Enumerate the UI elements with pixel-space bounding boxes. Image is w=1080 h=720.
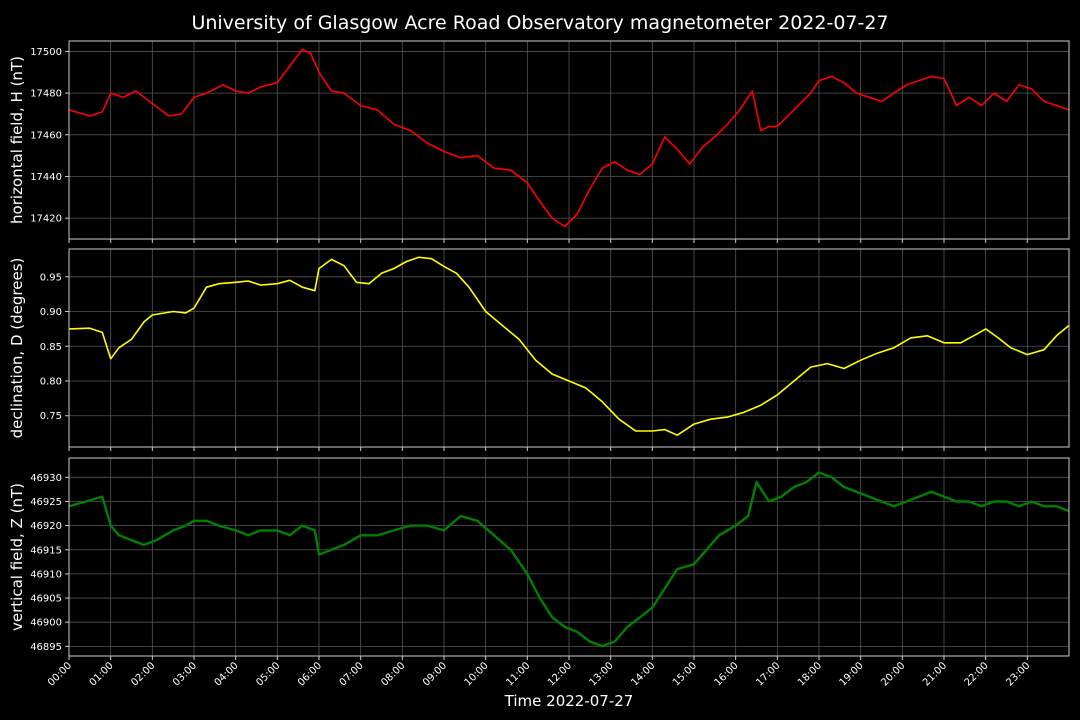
series-line [68,48,1070,228]
x-tick-label: 10:00 [463,660,491,688]
x-tick-label: 23:00 [1004,660,1032,688]
x-axis-ticks: 00:00 01:00 02:00 03:00 04:00 05:00 06:00 07:00… [46,660,1032,688]
y-tick-label: 46900 [30,618,62,629]
series-line [68,471,1070,648]
x-tick-label: 02:00 [129,660,157,688]
y-tick-label: 46925 [30,497,62,508]
y-tick-label: 17420 [30,214,62,225]
y-axis-label: declination, D (degrees) [8,258,26,439]
panel-2: 0.75 0.80 0.85 0.90 0.95 declination, D (degr… [8,248,1070,451]
x-tick-label: 05:00 [254,660,282,688]
x-tick-label: 21:00 [921,660,949,688]
y-tick-label: 0.90 [40,307,62,318]
y-tick-label: 46905 [30,594,62,605]
x-tick-label: 03:00 [171,660,199,688]
y-tick-label: 17500 [30,47,62,58]
x-tick-label: 19:00 [838,660,866,688]
y-tick-label: 46920 [30,521,62,532]
y-tick-label: 46910 [30,569,62,580]
x-tick-label: 00:00 [46,660,74,688]
y-tick-label: 17440 [30,172,62,183]
x-tick-label: 17:00 [754,660,782,688]
series-line [68,256,1070,436]
y-tick-label: 17460 [30,130,62,141]
x-tick-label: 09:00 [421,660,449,688]
x-tick-label: 14:00 [629,660,657,688]
plot-frame [68,248,1070,448]
y-tick-label: 17480 [30,89,62,100]
y-axis-label: vertical field, Z (nT) [8,483,26,631]
y-tick-label: 46915 [30,545,62,556]
y-axis-label: horizontal field, H (nT) [8,56,26,224]
x-tick-label: 16:00 [713,660,741,688]
x-tick-label: 04:00 [213,660,241,688]
x-tick-label: 06:00 [296,660,324,688]
y-tick-label: 0.75 [40,411,62,422]
y-tick-label: 0.95 [40,272,62,283]
chart-title: University of Glasgow Acre Road Observat… [191,12,888,34]
y-tick-label: 0.85 [40,342,62,353]
x-tick-label: 15:00 [671,660,699,688]
x-tick-label: 12:00 [546,660,574,688]
x-tick-label: 01:00 [88,660,116,688]
x-tick-label: 18:00 [796,660,824,688]
x-tick-label: 11:00 [504,660,532,688]
panel-1: 17420 17440 17460 17480 17500 horizontal fiel… [8,40,1070,243]
panel-3: 46895 46900 46905 46910 46915 46920 46925 46930… [8,457,1070,660]
y-tick-label: 0.80 [40,377,62,388]
x-tick-label: 22:00 [963,660,991,688]
plot-frame [68,457,1070,657]
x-tick-label: 20:00 [879,660,907,688]
y-tick-label: 46895 [30,642,62,653]
x-tick-label: 13:00 [588,660,616,688]
y-tick-label: 46930 [30,473,62,484]
x-axis-label: Time 2022-07-27 [504,692,634,710]
x-tick-label: 07:00 [338,660,366,688]
panels-group: 17420 17440 17460 17480 17500 horizontal fiel… [8,40,1070,660]
plot-frame [68,40,1070,240]
x-tick-label: 08:00 [379,660,407,688]
